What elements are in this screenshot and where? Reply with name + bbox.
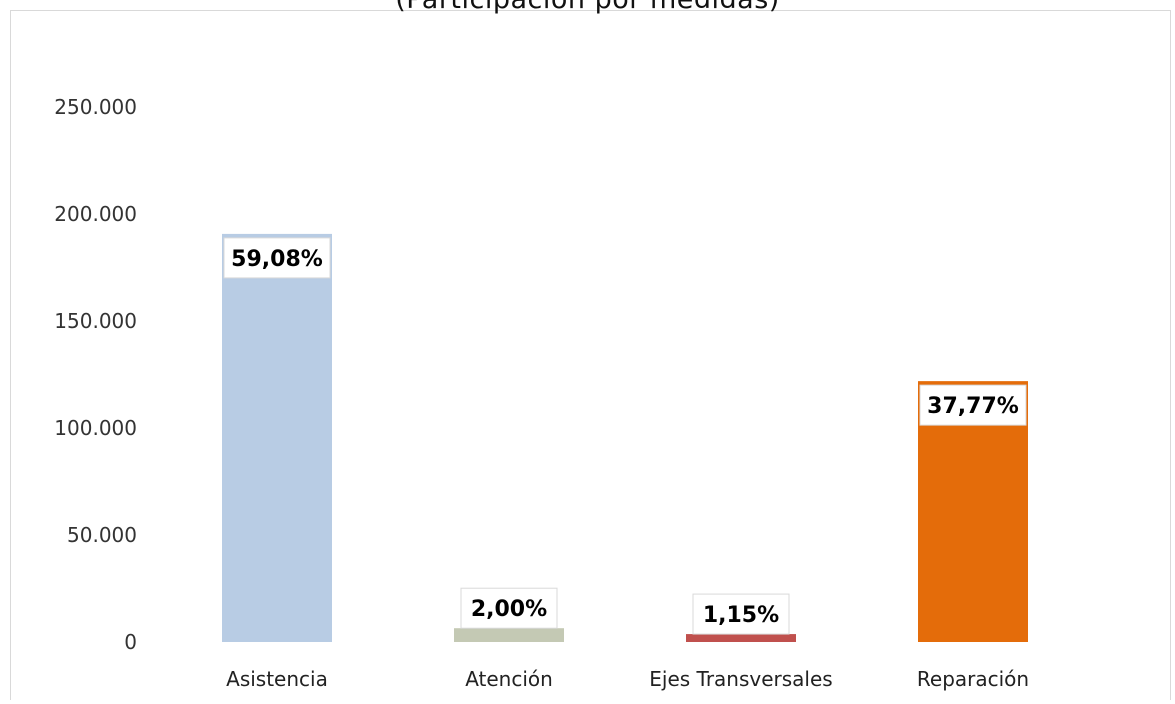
data-label-box [919,384,1027,426]
x-category-label: Ejes Transversales [649,667,832,691]
y-axis-ticks: 0 50.000 100.000 150.000 200.000 250.000 [54,95,137,654]
data-label: 59,08% [223,237,331,279]
data-label: 2,00% [460,587,558,629]
data-label-text: 37,77% [927,394,1019,419]
y-tick-label: 150.000 [54,309,137,333]
y-tick-label: 200.000 [54,202,137,226]
y-tick-label: 50.000 [67,523,137,547]
x-axis-categories: Asistencia Atención Ejes Transversales Repa… [226,667,1029,691]
x-category-label: Atención [465,667,553,691]
bars [222,233,1028,643]
data-label-text: 59,08% [231,247,323,272]
x-category-label: Reparación [917,667,1029,691]
data-label-text: 2,00% [471,597,547,622]
bar-atención [454,628,564,642]
chart-title: (Participación por medidas) [0,0,1175,15]
bar-asistencia [222,233,332,643]
data-label: 1,15% [692,593,790,635]
y-tick-label: 0 [124,630,137,654]
y-tick-label: 100.000 [54,416,137,440]
data-label-box [223,237,331,279]
x-category-label: Asistencia [226,667,328,691]
data-labels: 59,08% 2,00% 1,15% 37,77% [223,237,1027,635]
bar-ejes-transversales [686,634,796,642]
data-label: 37,77% [919,384,1027,426]
y-tick-label: 250.000 [54,95,137,119]
data-label-text: 1,15% [703,603,779,628]
chart-frame [10,10,1171,700]
data-label-box [692,593,790,635]
data-label-box [460,587,558,629]
